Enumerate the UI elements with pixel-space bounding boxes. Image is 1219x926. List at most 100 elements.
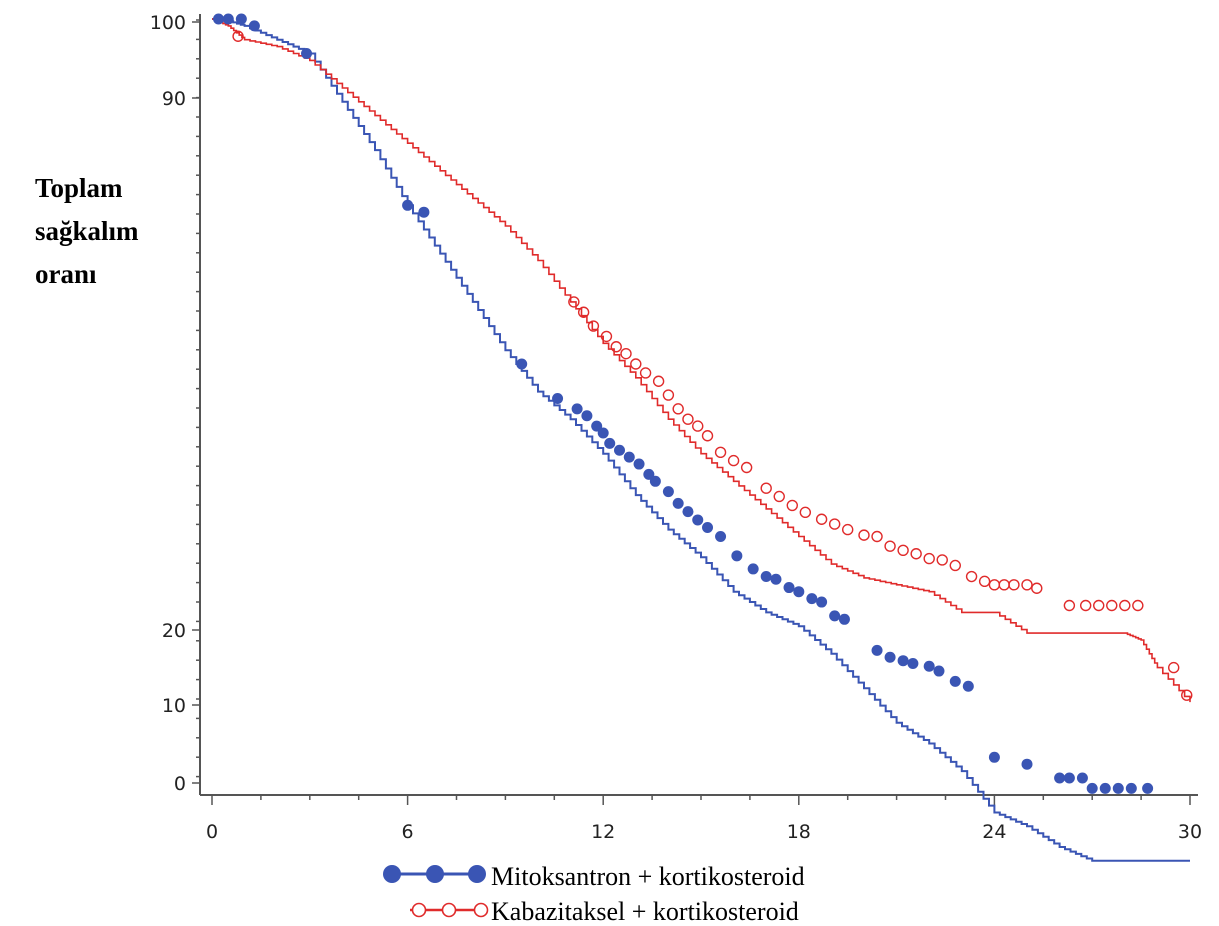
censor-marker-kabazitaksel bbox=[1106, 599, 1118, 612]
censor-marker-mitoksantron bbox=[623, 451, 635, 463]
censor-marker-mitoksantron bbox=[581, 410, 593, 422]
legend-marker-kabazitaksel-1 bbox=[411, 902, 427, 918]
censor-marker-mitoksantron bbox=[1142, 782, 1154, 794]
censor-marker-kabazitaksel bbox=[1181, 689, 1193, 701]
censor-marker-mitoksantron bbox=[949, 675, 961, 687]
censor-marker-mitoksantron bbox=[649, 475, 661, 487]
censor-marker-mitoksantron bbox=[702, 522, 714, 534]
censor-marker-mitoksantron bbox=[516, 358, 528, 370]
censor-marker-kabazitaksel bbox=[871, 530, 883, 543]
legend-item-kabazitaksel: Kabazitaksel + kortikosteroid bbox=[410, 897, 799, 926]
censor-marker-mitoksantron bbox=[1021, 758, 1033, 770]
ylabel-line-3: oranı bbox=[35, 259, 97, 289]
legend: Mitoksantron + kortikosteroid Kabazitaks… bbox=[383, 862, 805, 926]
censor-marker-kabazitaksel bbox=[1132, 599, 1144, 612]
legend-marker-mitoksantron-1 bbox=[383, 865, 401, 883]
censor-marker-mitoksantron bbox=[715, 531, 727, 542]
y-tick-label: 20 bbox=[162, 620, 186, 642]
censor-marker-kabazitaksel bbox=[587, 320, 600, 332]
x-tick-label: 18 bbox=[787, 821, 811, 843]
x-tick-label: 6 bbox=[402, 821, 414, 843]
censor-marker-mitoksantron bbox=[838, 613, 850, 625]
censor-marker-mitoksantron bbox=[222, 13, 234, 25]
y-tick-label: 0 bbox=[174, 773, 186, 795]
censor-marker-kabazitaksel bbox=[701, 430, 714, 442]
censor-marker-mitoksantron bbox=[988, 751, 1000, 763]
censor-marker-mitoksantron bbox=[1099, 782, 1111, 794]
censor-marker-kabazitaksel bbox=[620, 347, 632, 360]
censor-marker-kabazitaksel bbox=[652, 375, 665, 387]
censor-marker-mitoksantron bbox=[962, 680, 974, 692]
censor-marker-kabazitaksel bbox=[682, 413, 694, 425]
censor-marker-mitoksantron bbox=[604, 437, 616, 449]
censor-marker-mitoksantron bbox=[1063, 772, 1075, 784]
censor-marker-kabazitaksel bbox=[923, 552, 935, 565]
series-layer bbox=[212, 13, 1193, 862]
censor-marker-kabazitaksel bbox=[727, 454, 740, 467]
censor-marker-mitoksantron bbox=[402, 199, 414, 211]
legend-marker-kabazitaksel-2 bbox=[441, 902, 457, 918]
legend-label-mitoksantron: Mitoksantron + kortikosteroid bbox=[491, 862, 805, 891]
censor-marker-mitoksantron bbox=[897, 655, 909, 667]
censor-marker-kabazitaksel bbox=[600, 330, 613, 343]
axes bbox=[192, 14, 1198, 805]
censor-marker-mitoksantron bbox=[248, 20, 260, 32]
censor-marker-kabazitaksel bbox=[692, 420, 704, 432]
y-tick-label: 100 bbox=[150, 12, 186, 34]
censor-marker-mitoksantron bbox=[1086, 782, 1098, 794]
censor-marker-mitoksantron bbox=[747, 563, 759, 575]
censor-marker-mitoksantron bbox=[614, 444, 625, 456]
censor-marker-kabazitaksel bbox=[828, 518, 841, 530]
censor-marker-kabazitaksel bbox=[773, 490, 785, 503]
censor-marker-kabazitaksel bbox=[910, 548, 922, 560]
censor-marker-kabazitaksel bbox=[936, 554, 948, 566]
censor-marker-mitoksantron bbox=[301, 48, 313, 59]
censor-marker-kabazitaksel bbox=[740, 461, 753, 474]
censor-marker-kabazitaksel bbox=[760, 482, 772, 494]
censor-marker-mitoksantron bbox=[692, 514, 704, 526]
censor-marker-kabazitaksel bbox=[842, 523, 854, 536]
legend-marker-mitoksantron-3 bbox=[468, 865, 486, 883]
censor-marker-mitoksantron bbox=[1054, 772, 1066, 784]
censor-marker-mitoksantron bbox=[591, 420, 603, 432]
legend-marker-kabazitaksel-3 bbox=[473, 902, 489, 918]
censor-marker-kabazitaksel bbox=[897, 544, 909, 556]
censor-marker-kabazitaksel bbox=[1167, 661, 1180, 674]
censor-marker-mitoksantron bbox=[783, 582, 795, 594]
censor-marker-mitoksantron bbox=[907, 657, 919, 669]
series-line-mitoksantron bbox=[212, 18, 1190, 862]
censor-marker-kabazitaksel bbox=[988, 579, 1001, 591]
censor-marker-kabazitaksel bbox=[815, 513, 828, 525]
ylabel-line-2: sağkalım bbox=[35, 216, 139, 246]
censor-marker-mitoksantron bbox=[633, 458, 645, 470]
censor-marker-kabazitaksel bbox=[884, 540, 896, 552]
censor-marker-mitoksantron bbox=[731, 550, 743, 562]
censor-marker-mitoksantron bbox=[571, 403, 583, 415]
censor-marker-kabazitaksel bbox=[714, 446, 727, 459]
y-tick-label: 10 bbox=[162, 695, 186, 717]
censor-marker-mitoksantron bbox=[760, 571, 772, 583]
censor-marker-kabazitaksel bbox=[1021, 579, 1033, 591]
censor-marker-kabazitaksel bbox=[978, 575, 991, 588]
censor-marker-mitoksantron bbox=[770, 573, 782, 585]
censor-marker-kabazitaksel bbox=[965, 570, 978, 583]
censor-marker-kabazitaksel bbox=[949, 559, 961, 572]
censor-marker-mitoksantron bbox=[643, 468, 655, 480]
censor-marker-mitoksantron bbox=[829, 610, 841, 622]
censor-marker-kabazitaksel bbox=[639, 367, 652, 379]
legend-label-kabazitaksel: Kabazitaksel + kortikosteroid bbox=[491, 897, 799, 926]
x-tick-label: 0 bbox=[206, 821, 218, 843]
censor-marker-mitoksantron bbox=[806, 593, 818, 605]
censor-marker-kabazitaksel bbox=[1119, 599, 1131, 612]
censor-marker-kabazitaksel bbox=[630, 358, 642, 370]
censor-marker-mitoksantron bbox=[933, 665, 945, 677]
censor-marker-kabazitaksel bbox=[232, 30, 244, 42]
censor-marker-kabazitaksel bbox=[662, 389, 675, 401]
censor-marker-kabazitaksel bbox=[672, 403, 684, 415]
censor-marker-mitoksantron bbox=[597, 427, 609, 439]
series-line-kabazitaksel bbox=[212, 18, 1191, 703]
censor-marker-kabazitaksel bbox=[1031, 582, 1043, 594]
x-tick-label: 12 bbox=[591, 821, 615, 843]
legend-marker-mitoksantron-2 bbox=[426, 865, 444, 883]
censor-marker-kabazitaksel bbox=[998, 579, 1010, 591]
